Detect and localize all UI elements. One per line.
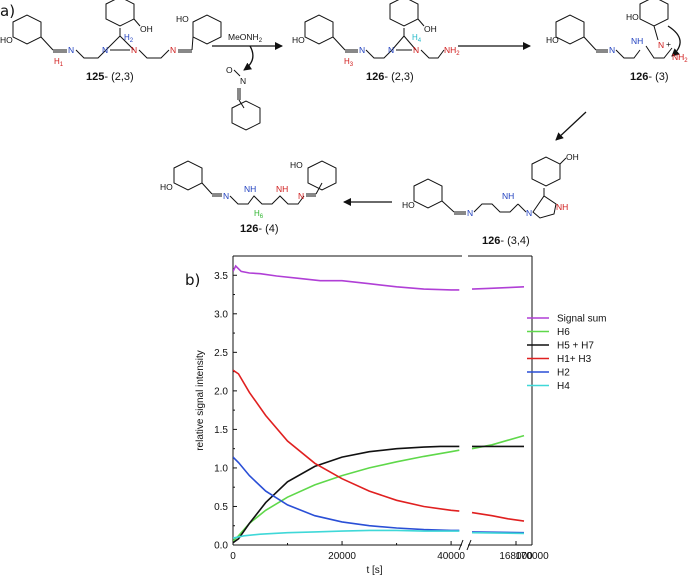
- legend-label: H1+ H3: [557, 354, 592, 365]
- x-tick-label: 20000: [328, 551, 356, 562]
- compound-label-126-3: 126- (3): [630, 71, 669, 83]
- ho-label: HO: [176, 14, 189, 24]
- kinetics-chart: b) 0.0 0.5 1.0 1.5 2.0 2.5 3.0 3.5 0 20000 40000 16…: [185, 255, 606, 576]
- axis-break-mark: [458, 539, 464, 551]
- series-line-h4: [471, 531, 525, 535]
- imine-n-label: N: [609, 45, 615, 55]
- ring-n-label: N: [131, 45, 137, 55]
- ho-label: HO: [290, 160, 303, 170]
- series-line-h4: [233, 529, 460, 539]
- compound-label-126-3-4: 126- (3,4): [482, 235, 530, 247]
- legend-label: H5 + H7: [557, 341, 594, 352]
- y-axis-title: relative signal intensity: [195, 350, 206, 451]
- y-tick-label: 0.0: [214, 541, 228, 552]
- imine-n-label: N: [359, 45, 365, 55]
- ho-label: HO: [546, 35, 559, 45]
- panel-a-label: a): [0, 2, 15, 20]
- h4-label: H4: [412, 33, 422, 44]
- y-tick-label: 0.5: [214, 502, 228, 513]
- compound-126-2-3: HO N N N NH2 OH H3 H4 126- (2,3): [292, 0, 460, 83]
- imine-n-label: N: [223, 191, 229, 201]
- h6-label: H6: [254, 209, 264, 220]
- y-tick-label: 3.5: [214, 271, 228, 282]
- compound-126-3-4: HO N NH N NH OH 126- (3,4): [402, 152, 579, 247]
- y-tick-label: 1.5: [214, 425, 228, 436]
- ring-n-label: N: [526, 208, 532, 218]
- panel-b-label: b): [185, 271, 200, 289]
- imine-n-label: N: [467, 208, 473, 218]
- compound-126-4: HO HO N NH NH N H6 126- (4): [160, 160, 337, 235]
- legend-label: H6: [557, 327, 570, 338]
- byproduct-n-label: N: [240, 76, 246, 86]
- compound-label-126-2-3: 126- (2,3): [366, 71, 414, 83]
- series-line-h5-h7: [233, 445, 460, 544]
- series-line-h6: [233, 449, 460, 542]
- ring-n-label: N: [413, 45, 419, 55]
- y-tick-label: 3.0: [214, 309, 228, 320]
- oh-label: OH: [140, 24, 153, 34]
- ring-nh-label: NH: [631, 36, 643, 46]
- imine-n-label: N: [68, 45, 74, 55]
- series-line-h1-h3: [471, 511, 525, 522]
- reaction-arrow-1: MeONH2 O N: [212, 32, 283, 131]
- x-axis-title: t [s]: [366, 565, 382, 576]
- y-tick-label: 2.0: [214, 386, 228, 397]
- legend-label: H2: [557, 368, 570, 379]
- series-line-signal-sum: [233, 264, 460, 291]
- compound-label-126-4: 126- (4): [240, 223, 279, 235]
- amine-nh2-label: NH2: [672, 52, 688, 64]
- oh-label: OH: [424, 24, 437, 34]
- imine-n-label: N: [170, 45, 176, 55]
- series-line-h1-h3: [233, 369, 460, 512]
- compound-label-125: 125- (2,3): [86, 71, 134, 83]
- ho-label: HO: [160, 182, 173, 192]
- compound-125: HO N N N N OH HO H1 H2 125- (2,3): [0, 0, 222, 83]
- legend-label: Signal sum: [557, 314, 606, 325]
- x-tick-label: 40000: [437, 551, 465, 562]
- iminium-n-label: N: [658, 40, 664, 50]
- amine-nh-label: NH: [244, 184, 256, 194]
- amine-nh-label: NH: [276, 184, 288, 194]
- h1-label: H1: [54, 57, 64, 68]
- x-tick-label: 168000: [499, 551, 533, 562]
- ho-label: HO: [292, 35, 305, 45]
- oh-label: OH: [566, 152, 579, 162]
- ring-nh-label: NH: [556, 202, 568, 212]
- axis-break-mark: [466, 539, 472, 551]
- amine-nh2-label: NH2: [444, 45, 460, 57]
- reaction-scheme: a) HO N N N N OH HO H1 H2 125- (2,3) MeO…: [0, 0, 688, 247]
- legend-label: H4: [557, 381, 570, 392]
- y-tick-label: 2.5: [214, 348, 228, 359]
- reagent-label: MeONH2: [228, 32, 263, 44]
- ho-label: HO: [0, 35, 13, 45]
- ring-n-label: N: [102, 45, 108, 55]
- ring-n-label: N: [388, 45, 394, 55]
- ho-label: HO: [402, 200, 415, 210]
- h2-label: H2: [124, 33, 134, 44]
- compound-126-3: HO HO N NH N + NH2 126- (3): [546, 0, 688, 83]
- byproduct-o-label: O: [226, 65, 233, 75]
- x-tick-label: 0: [230, 551, 236, 562]
- ho-label: HO: [626, 12, 639, 22]
- reaction-arrow-3: [555, 111, 587, 141]
- h3-label: H3: [344, 57, 354, 68]
- plus-charge: +: [666, 39, 671, 49]
- imine-n-label: N: [298, 191, 304, 201]
- series-line-signal-sum: [471, 286, 525, 290]
- amine-nh-label: NH: [502, 191, 514, 201]
- y-tick-label: 1.0: [214, 463, 228, 474]
- series-line-h2: [233, 456, 460, 532]
- x-tick-label: 170000: [515, 551, 549, 562]
